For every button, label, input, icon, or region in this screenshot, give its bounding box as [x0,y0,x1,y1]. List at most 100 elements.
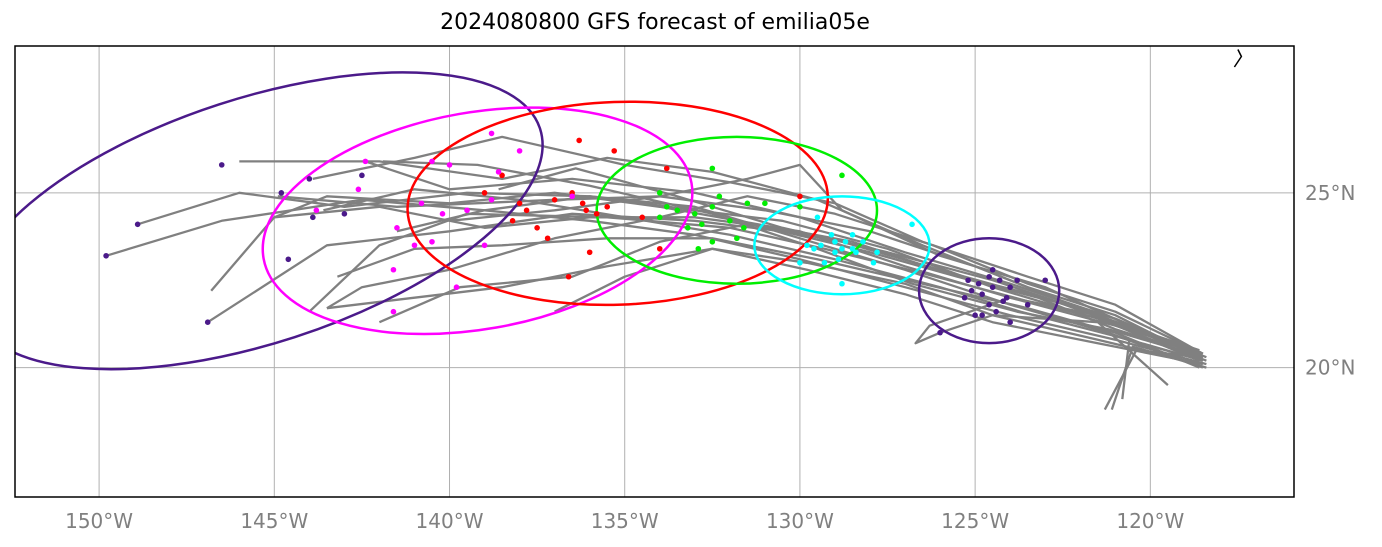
forecast-point [839,245,845,252]
gridlines [15,46,1294,497]
forecast-point [1024,301,1031,308]
forecast-point [481,242,488,249]
forecast-point [986,273,992,280]
forecast-point [832,249,838,256]
forecast-point [394,224,400,231]
forecast-point [446,162,453,168]
forecast-point [355,186,362,193]
forecast-point [1000,298,1006,305]
forecast-point [797,259,803,266]
forecast-point [832,238,838,245]
uncertainty-ellipse [917,237,1061,345]
forecast-point [464,207,470,214]
lon-tick-label: 130°W [766,509,834,533]
forecast-point [285,256,292,263]
lon-tick-label: 135°W [591,509,659,533]
track-line [312,135,1204,355]
forecast-point [818,242,824,249]
forecast-point [310,214,316,221]
forecast-point [134,221,141,228]
forecast-point [821,259,828,266]
coastline-segment [1233,49,1243,68]
forecast-point [359,172,365,179]
forecast-point [804,242,810,249]
forecast-point [488,197,495,203]
forecast-point [362,158,369,165]
forecast-point [103,252,109,259]
forecast-point [663,204,670,210]
forecast-point [975,280,982,287]
forecast-point [534,224,540,231]
forecast-point [989,266,996,273]
forecast-point [278,190,285,196]
forecast-point [849,245,856,252]
forecast-point [1042,277,1049,284]
latitude-tick-labels: 25°N 20°N [1305,181,1355,380]
forecast-point [674,207,681,214]
forecast-point [551,197,558,203]
forecast-point [429,238,435,245]
forecast-point [583,207,589,214]
forecast-point [853,249,859,256]
forecast-point [639,214,646,221]
uncertainty-ellipse [595,135,879,285]
forecast-point [870,259,877,266]
forecast-point [439,211,446,217]
forecast-point [965,277,971,284]
forecast-point [1007,319,1013,325]
forecast-point [1014,277,1020,284]
forecast-point [797,193,803,200]
uncertainty-ellipse [261,106,694,336]
forecast-point [699,221,705,228]
forecast-point [481,190,488,196]
forecast-point [453,284,460,291]
lat-tick-label: 25°N [1305,181,1355,205]
forecast-point [516,200,523,207]
forecast-point [576,137,582,144]
lat-tick-label: 20°N [1305,356,1355,380]
forecast-point [695,245,702,252]
forecast-point [684,224,691,231]
forecast-point [495,169,502,175]
forecast-point [341,211,348,217]
forecast-point [727,218,733,224]
forecast-point [390,308,397,315]
longitude-tick-labels: 150°W 145°W 140°W 135°W 130°W 125°W 120°W [65,509,1184,533]
forecast-point [842,238,849,245]
forecast-point [979,291,985,298]
forecast-point [1007,284,1013,291]
forecast-point [989,284,996,291]
forecast-point [716,193,723,200]
forecast-point [579,200,586,207]
forecast-point [656,214,663,221]
forecast-point [839,172,845,179]
lon-tick-label: 125°W [941,509,1009,533]
forecast-point [828,231,835,238]
forecast-point [741,224,747,231]
forecast-point [937,329,943,336]
forecast-point [762,200,768,207]
forecast-point [797,204,803,210]
forecast-point [993,308,999,315]
forecast-point [972,312,978,319]
map-frame [14,45,1295,498]
forecast-point [593,211,600,217]
forecast-point [811,245,817,252]
track-line [337,237,1200,369]
lon-tick-label: 140°W [416,509,484,533]
track-line [326,247,1200,366]
forecast-point [418,200,425,207]
track-line [326,195,1204,355]
forecast-point [663,165,670,172]
forecast-point [488,130,495,137]
forecast-point [544,235,551,242]
forecast-point [835,256,842,263]
forecast-point [691,211,698,217]
forecast-point [656,245,663,252]
track-line [239,156,1200,359]
lon-tick-label: 145°W [240,509,308,533]
forecast-point [656,190,663,196]
forecast-point [709,165,716,172]
uncertainty-ellipse [753,195,931,296]
